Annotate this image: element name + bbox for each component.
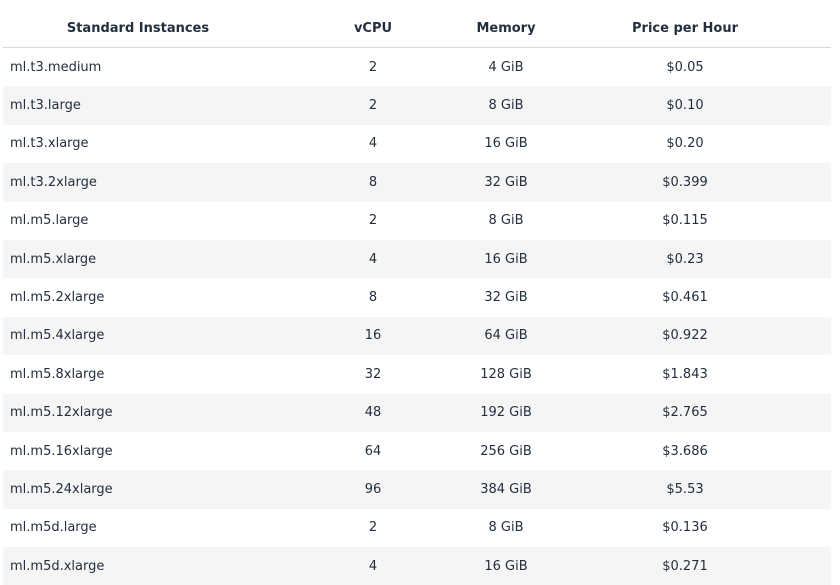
vcpu-cell: 4	[273, 240, 473, 278]
table-header-row: Standard Instances vCPU Memory Price per…	[3, 9, 831, 48]
table-row: ml.m5d.large 2 8 GiB $0.136	[3, 509, 831, 547]
table-row: ml.m5.large 2 8 GiB $0.115	[3, 202, 831, 240]
table-row: ml.m5.24xlarge 96 384 GiB $5.53	[3, 470, 831, 508]
instance-cell: ml.m5.16xlarge	[3, 432, 273, 470]
price-cell: $0.136	[539, 509, 831, 547]
instance-cell: ml.m5.xlarge	[3, 240, 273, 278]
price-cell: $2.765	[539, 394, 831, 432]
table-row: ml.m5.8xlarge 32 128 GiB $1.843	[3, 355, 831, 393]
price-cell: $0.20	[539, 125, 831, 163]
price-cell: $1.843	[539, 355, 831, 393]
memory-cell: 32 GiB	[473, 278, 539, 316]
header-price-per-hour: Price per Hour	[539, 9, 831, 48]
instance-cell: ml.m5.12xlarge	[3, 394, 273, 432]
price-cell: $0.922	[539, 317, 831, 355]
instance-cell: ml.m5.large	[3, 202, 273, 240]
instance-cell: ml.t3.large	[3, 86, 273, 124]
vcpu-cell: 8	[273, 278, 473, 316]
price-cell: $0.271	[539, 547, 831, 585]
price-cell: $0.05	[539, 48, 831, 87]
vcpu-cell: 64	[273, 432, 473, 470]
table-row: ml.t3.medium 2 4 GiB $0.05	[3, 48, 831, 87]
price-cell: $0.461	[539, 278, 831, 316]
memory-cell: 8 GiB	[473, 86, 539, 124]
vcpu-cell: 4	[273, 547, 473, 585]
vcpu-cell: 8	[273, 163, 473, 201]
vcpu-cell: 16	[273, 317, 473, 355]
vcpu-cell: 2	[273, 202, 473, 240]
price-cell: $3.686	[539, 432, 831, 470]
table-body: ml.t3.medium 2 4 GiB $0.05 ml.t3.large 2…	[3, 48, 831, 585]
price-cell: $0.399	[539, 163, 831, 201]
table-row: ml.m5d.xlarge 4 16 GiB $0.271	[3, 547, 831, 585]
instance-cell: ml.t3.xlarge	[3, 125, 273, 163]
table-row: ml.m5.16xlarge 64 256 GiB $3.686	[3, 432, 831, 470]
header-vcpu: vCPU	[273, 9, 473, 48]
vcpu-cell: 4	[273, 125, 473, 163]
instance-cell: ml.m5.2xlarge	[3, 278, 273, 316]
table-row: ml.t3.large 2 8 GiB $0.10	[3, 86, 831, 124]
memory-cell: 16 GiB	[473, 125, 539, 163]
memory-cell: 128 GiB	[473, 355, 539, 393]
vcpu-cell: 48	[273, 394, 473, 432]
price-cell: $0.23	[539, 240, 831, 278]
table-row: ml.t3.2xlarge 8 32 GiB $0.399	[3, 163, 831, 201]
vcpu-cell: 96	[273, 470, 473, 508]
instance-cell: ml.m5.24xlarge	[3, 470, 273, 508]
header-standard-instances: Standard Instances	[3, 9, 273, 48]
memory-cell: 4 GiB	[473, 48, 539, 87]
memory-cell: 16 GiB	[473, 240, 539, 278]
instance-cell: ml.t3.2xlarge	[3, 163, 273, 201]
instance-cell: ml.m5d.xlarge	[3, 547, 273, 585]
vcpu-cell: 32	[273, 355, 473, 393]
memory-cell: 8 GiB	[473, 509, 539, 547]
instance-cell: ml.m5.8xlarge	[3, 355, 273, 393]
vcpu-cell: 2	[273, 48, 473, 87]
memory-cell: 256 GiB	[473, 432, 539, 470]
table-row: ml.m5.2xlarge 8 32 GiB $0.461	[3, 278, 831, 316]
memory-cell: 384 GiB	[473, 470, 539, 508]
price-cell: $0.10	[539, 86, 831, 124]
header-memory: Memory	[473, 9, 539, 48]
table-row: ml.m5.xlarge 4 16 GiB $0.23	[3, 240, 831, 278]
vcpu-cell: 2	[273, 86, 473, 124]
table-row: ml.t3.xlarge 4 16 GiB $0.20	[3, 125, 831, 163]
table-row: ml.m5.4xlarge 16 64 GiB $0.922	[3, 317, 831, 355]
vcpu-cell: 2	[273, 509, 473, 547]
memory-cell: 16 GiB	[473, 547, 539, 585]
memory-cell: 8 GiB	[473, 202, 539, 240]
price-cell: $0.115	[539, 202, 831, 240]
instance-cell: ml.m5.4xlarge	[3, 317, 273, 355]
memory-cell: 64 GiB	[473, 317, 539, 355]
instance-cell: ml.t3.medium	[3, 48, 273, 87]
memory-cell: 192 GiB	[473, 394, 539, 432]
table-header: Standard Instances vCPU Memory Price per…	[3, 9, 831, 48]
table-row: ml.m5.12xlarge 48 192 GiB $2.765	[3, 394, 831, 432]
price-cell: $5.53	[539, 470, 831, 508]
instance-pricing-table: Standard Instances vCPU Memory Price per…	[3, 9, 831, 585]
instance-cell: ml.m5d.large	[3, 509, 273, 547]
memory-cell: 32 GiB	[473, 163, 539, 201]
